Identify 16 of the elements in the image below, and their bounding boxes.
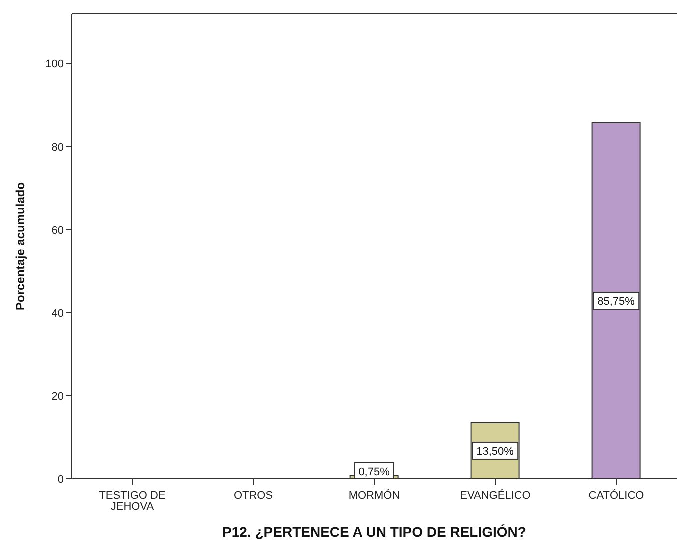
x-tick-label: MORMÓN (348, 489, 400, 502)
x-axis-title: P12. ¿PERTENECE A UN TIPO DE RELIGIÓN? (222, 524, 526, 540)
y-axis-title: Porcentaje acumulado (13, 182, 28, 311)
y-tick-label: 60 (52, 224, 64, 237)
y-tick-label: 0 (58, 474, 64, 486)
y-tick-label: 20 (52, 390, 64, 403)
y-tick-label: 40 (52, 308, 64, 320)
x-tick-label: CATÓLICO (588, 489, 645, 502)
data-label: 0,75% (358, 466, 390, 478)
data-label: 13,50% (476, 446, 514, 458)
x-tick-label: OTROS (234, 490, 274, 502)
y-tick-label: 80 (52, 142, 64, 154)
x-tick-label: TESTIGO DE JEHOVA (99, 490, 166, 513)
data-label: 85,75% (598, 296, 636, 308)
x-tick-label: EVANGÉLICO (460, 489, 532, 502)
y-tick-label: 100 (46, 58, 64, 71)
